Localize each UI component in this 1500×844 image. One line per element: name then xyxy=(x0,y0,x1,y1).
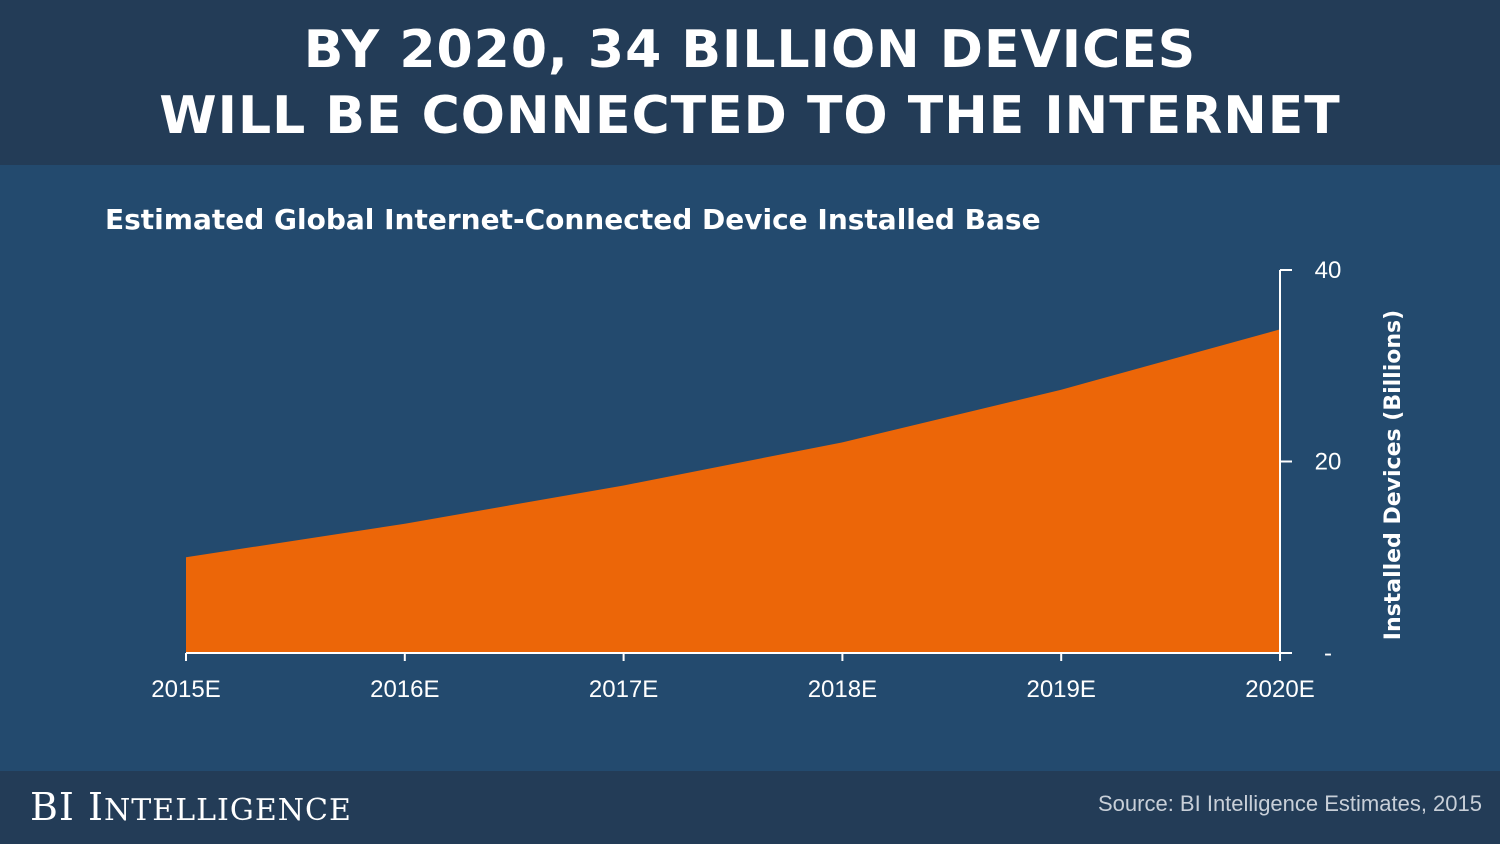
area-series xyxy=(186,329,1280,653)
headline-line-1: BY 2020, 34 BILLION DEVICES xyxy=(303,19,1197,80)
x-tick-label-2015E: 2015E xyxy=(151,676,220,703)
y-tick-label-40: 40 xyxy=(1315,257,1342,284)
x-tick-label-2017E: 2017E xyxy=(589,676,658,703)
x-tick-label-2019E: 2019E xyxy=(1026,676,1095,703)
area-chart: 2015E 2016E 2017E 2018E 2019E 2020E- 20 40 Insta… xyxy=(151,257,1406,703)
header-banner: BY 2020, 34 BILLION DEVICES WILL BE CONN… xyxy=(0,0,1500,165)
headline-line-2: WILL BE CONNECTED TO THE INTERNET xyxy=(159,85,1341,146)
brand-rest: NTELLIGENCE xyxy=(104,793,352,828)
brand-bi: BI xyxy=(30,785,75,829)
chart-title: Estimated Global Internet-Connected Devi… xyxy=(105,203,1041,236)
footer-bar: BI INTELLIGENCE Source: BI Intelligence … xyxy=(0,771,1500,844)
chart-panel: Estimated Global Internet-Connected Devi… xyxy=(0,165,1500,771)
bi-intelligence-logo: BI INTELLIGENCE xyxy=(30,785,352,829)
x-tick-label-2016E: 2016E xyxy=(370,676,439,703)
brand-first-letter: I xyxy=(88,785,105,829)
y-tick-label-20: 20 xyxy=(1315,449,1342,476)
y-tick-label-0: - xyxy=(1324,640,1332,667)
x-tick-label-2020E: 2020E xyxy=(1245,676,1314,703)
source-note: Source: BI Intelligence Estimates, 2015 xyxy=(1098,791,1482,816)
y-axis-label: Installed Devices (Billions) xyxy=(1381,310,1406,640)
x-tick-label-2018E: 2018E xyxy=(808,676,877,703)
